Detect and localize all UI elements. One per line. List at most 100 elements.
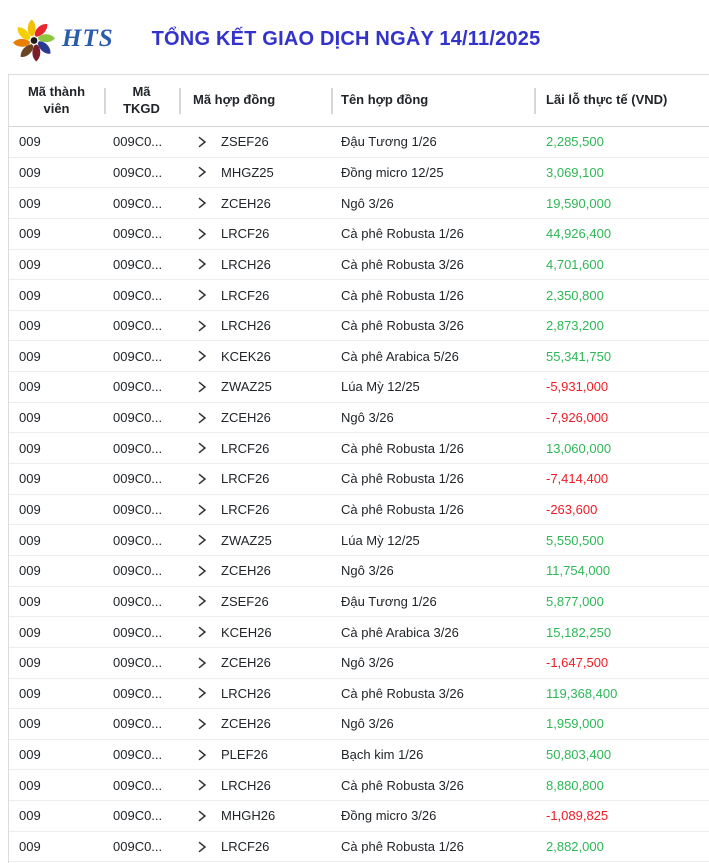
member-code-cell: 009 (19, 195, 41, 211)
chevron-right-icon[interactable] (197, 595, 207, 607)
table-row[interactable]: 009 009C0... LRCF26 Cà phê Robusta 1/26 … (9, 218, 709, 250)
account-code-cell: 009C0... (113, 195, 163, 211)
table-row[interactable]: 009 009C0... ZWAZ25 Lúa Mỳ 12/25 5,550,5… (9, 525, 709, 556)
pnl-value: 2,873,200 (546, 318, 604, 334)
chevron-right-icon[interactable] (197, 718, 207, 730)
contract-code-cell: MHGZ25 (179, 158, 331, 188)
contract-code-cell: LRCF26 (179, 219, 331, 249)
page-header: HTS TỔNG KẾT GIAO DỊCH NGÀY 14/11/2025 (0, 0, 709, 74)
chevron-right-icon[interactable] (197, 534, 207, 546)
realized-pnl-cell: 13,060,000 (534, 433, 709, 463)
account-code-cell: 009C0... (113, 808, 163, 824)
chevron-right-icon[interactable] (197, 412, 207, 424)
pnl-value: 50,803,400 (546, 747, 612, 763)
table-row[interactable]: 009 009C0... LRCH26 Cà phê Robusta 3/26 … (9, 770, 709, 802)
table-row[interactable]: 009 009C0... ZCEH26 Ngô 3/26 -7,926,000 (9, 402, 709, 434)
contract-name-cell: Cà phê Robusta 1/26 (341, 440, 464, 456)
contract-code-label: ZCEH26 (221, 195, 271, 211)
table-row[interactable]: 009 009C0... ZCEH26 Ngô 3/26 19,590,000 (9, 188, 709, 219)
chevron-right-icon[interactable] (197, 258, 207, 270)
chevron-right-icon[interactable] (197, 473, 207, 485)
table-row[interactable]: 009 009C0... ZCEH26 Ngô 3/26 1,959,000 (9, 709, 709, 740)
table-row[interactable]: 009 009C0... ZCEH26 Ngô 3/26 11,754,000 (9, 555, 709, 587)
chevron-right-icon[interactable] (197, 749, 207, 761)
table-row[interactable]: 009 009C0... ZWAZ25 Lúa Mỳ 12/25 -5,931,… (9, 372, 709, 403)
contract-code-cell: LRCH26 (179, 250, 331, 280)
contract-name-cell: Ngô 3/26 (341, 563, 394, 579)
account-code-cell: 009C0... (113, 532, 163, 548)
table-row[interactable]: 009 009C0... LRCH26 Cà phê Robusta 3/26 … (9, 310, 709, 342)
account-code-cell: 009C0... (113, 502, 163, 517)
contract-code-label: LRCF26 (221, 471, 270, 487)
hts-pinwheel-logo-icon (13, 19, 55, 62)
chevron-right-icon[interactable] (197, 504, 207, 516)
account-code-cell: 009C0... (113, 287, 163, 303)
chevron-right-icon[interactable] (197, 442, 207, 454)
contract-code-label: LRCH26 (221, 777, 271, 793)
contract-name-cell: Ngô 3/26 (341, 410, 394, 426)
chevron-right-icon[interactable] (197, 197, 207, 209)
table-row[interactable]: 009 009C0... LRCF26 Cà phê Robusta 1/26 … (9, 433, 709, 465)
member-code-cell: 009 (19, 134, 41, 150)
chevron-right-icon[interactable] (197, 810, 207, 822)
chevron-right-icon[interactable] (197, 657, 207, 669)
chevron-right-icon[interactable] (197, 687, 207, 699)
contract-name-cell: Ngô 3/26 (341, 716, 394, 732)
table-row[interactable]: 009 009C0... LRCF26 Cà phê Robusta 1/26 … (9, 464, 709, 495)
chevron-right-icon[interactable] (197, 166, 207, 178)
table-row[interactable]: 009 009C0... LRCH26 Cà phê Robusta 3/26 … (9, 678, 709, 710)
contract-code-cell: ZCEH26 (179, 556, 331, 586)
table-row[interactable]: 009 009C0... KCEK26 Cà phê Arabica 5/26 … (9, 341, 709, 373)
member-code-cell: 009 (19, 256, 41, 272)
chevron-right-icon[interactable] (197, 841, 207, 853)
contract-code-label: ZCEH26 (221, 410, 271, 426)
table-row[interactable]: 009 009C0... ZCEH26 Ngô 3/26 -1,647,500 (9, 647, 709, 679)
chevron-right-icon[interactable] (197, 381, 207, 393)
member-code-cell: 009 (19, 532, 41, 548)
chevron-right-icon[interactable] (197, 779, 207, 791)
member-code-cell: 009 (19, 164, 41, 180)
contract-code-cell: ZCEH26 (179, 709, 331, 739)
table-row[interactable]: 009 009C0... LRCF26 Cà phê Robusta 1/26 … (9, 831, 709, 863)
chevron-right-icon[interactable] (197, 289, 207, 301)
member-code-cell: 009 (19, 471, 41, 487)
contract-name-cell: Cà phê Robusta 3/26 (341, 256, 464, 272)
page-title: TỔNG KẾT GIAO DỊCH NGÀY 14/11/2025 (151, 27, 541, 50)
table-row[interactable]: 009 009C0... KCEH26 Cà phê Arabica 3/26 … (9, 617, 709, 648)
table-row[interactable]: 009 009C0... ZSEF26 Đậu Tương 1/26 2,285… (9, 127, 709, 158)
contract-code-label: LRCF26 (221, 839, 270, 855)
member-code-cell: 009 (19, 410, 41, 426)
chevron-right-icon[interactable] (197, 565, 207, 577)
member-code-cell: 009 (19, 348, 41, 364)
chevron-right-icon[interactable] (197, 228, 207, 240)
table-row[interactable]: 009 009C0... MHGZ25 Đồng micro 12/25 3,0… (9, 157, 709, 189)
table-row[interactable]: 009 009C0... LRCF26 Cà phê Robusta 1/26 … (9, 494, 709, 526)
account-code-cell: 009C0... (113, 318, 163, 334)
chevron-right-icon[interactable] (197, 136, 207, 148)
chevron-right-icon[interactable] (197, 626, 207, 638)
realized-pnl-cell: 1,959,000 (534, 709, 709, 739)
chevron-right-icon[interactable] (197, 350, 207, 362)
table-row[interactable]: 009 009C0... ZSEF26 Đậu Tương 1/26 5,877… (9, 586, 709, 618)
column-header-member-code: Mã thành viên (27, 84, 86, 116)
pnl-value: 15,182,250 (546, 624, 612, 640)
pnl-value: 19,590,000 (546, 195, 612, 211)
member-code-cell: 009 (19, 226, 41, 242)
table-row[interactable]: 009 009C0... PLEF26 Bạch kim 1/26 50,803… (9, 739, 709, 771)
realized-pnl-cell: 2,350,800 (534, 280, 709, 310)
contract-code-label: ZWAZ25 (221, 379, 272, 395)
realized-pnl-cell: -7,926,000 (534, 403, 709, 433)
account-code-cell: 009C0... (113, 256, 163, 272)
contract-code-label: LRCF26 (221, 502, 270, 517)
account-code-cell: 009C0... (113, 747, 163, 763)
table-row[interactable]: 009 009C0... LRCH26 Cà phê Robusta 3/26 … (9, 249, 709, 281)
table-row[interactable]: 009 009C0... MHGH26 Đồng micro 3/26 -1,0… (9, 801, 709, 832)
table-row[interactable]: 009 009C0... LRCF26 Cà phê Robusta 1/26 … (9, 280, 709, 311)
contract-code-cell: ZSEF26 (179, 127, 331, 157)
pnl-value: -5,931,000 (546, 379, 609, 395)
table-body: 009 009C0... ZSEF26 Đậu Tương 1/26 2,285… (9, 127, 709, 863)
member-code-cell: 009 (19, 655, 41, 671)
contract-name-cell: Đồng micro 3/26 (341, 808, 437, 824)
contract-name-cell: Đậu Tương 1/26 (341, 134, 437, 150)
chevron-right-icon[interactable] (197, 320, 207, 332)
